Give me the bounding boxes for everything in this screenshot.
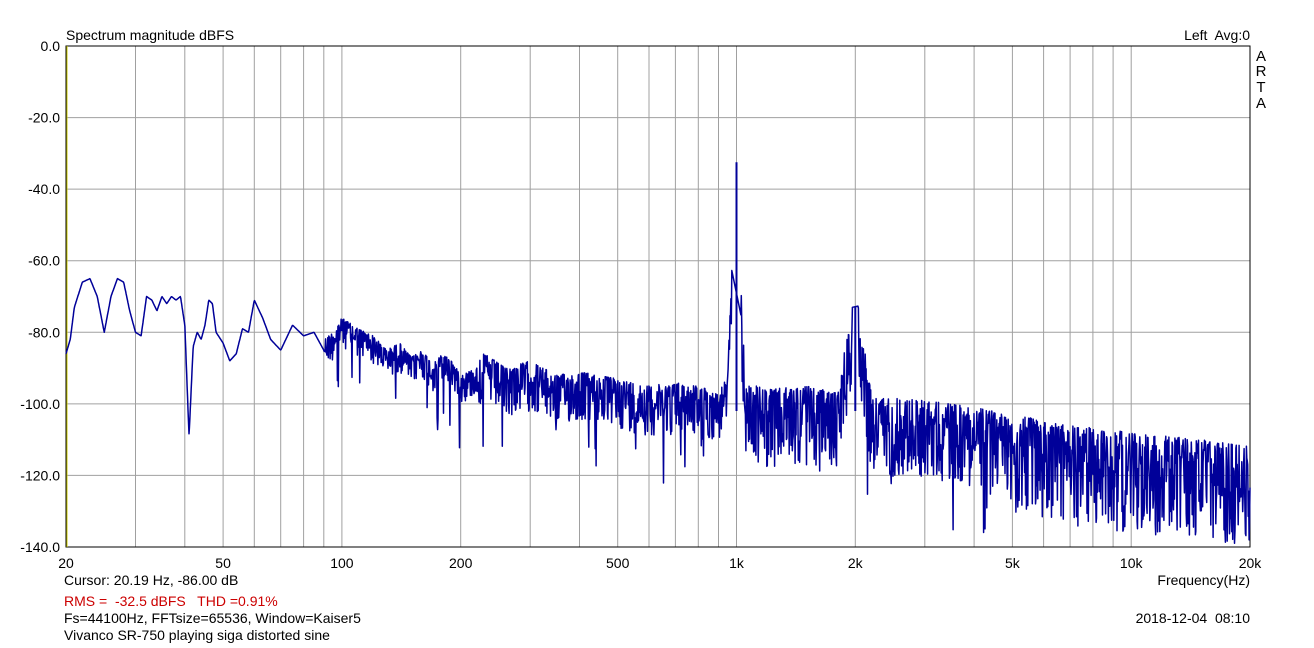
timestamp: 2018-12-04 08:10 bbox=[1136, 610, 1251, 626]
x-tick-label: 500 bbox=[606, 555, 630, 571]
x-tick-label: 1k bbox=[729, 555, 745, 571]
y-tick-labels: 0.0 -20.0 -40.0 -60.0 -80.0 -100.0 -120.0 -140.… bbox=[20, 38, 60, 555]
chart-title: Spectrum magnitude dBFS bbox=[66, 27, 234, 43]
y-tick-label: -100.0 bbox=[20, 396, 60, 412]
cursor-readout: Cursor: 20.19 Hz, -86.00 dB bbox=[64, 572, 238, 588]
x-tick-label: 200 bbox=[449, 555, 473, 571]
plot-frame bbox=[65, 45, 1251, 548]
y-tick-label: -120.0 bbox=[20, 467, 60, 483]
arta-logo: A R T A bbox=[1256, 48, 1267, 112]
y-tick-label: -140.0 bbox=[20, 539, 60, 555]
x-tick-label: 20k bbox=[1239, 555, 1263, 571]
brand-letter: R bbox=[1256, 63, 1267, 80]
x-tick-label: 10k bbox=[1120, 555, 1144, 571]
y-tick-label: -60.0 bbox=[28, 253, 60, 269]
brand-letter: A bbox=[1256, 95, 1266, 112]
x-tick-label: 50 bbox=[215, 555, 231, 571]
peak-lines bbox=[735, 162, 857, 411]
x-axis-label: Frequency(Hz) bbox=[1157, 572, 1250, 588]
x-tick-label: 5k bbox=[1005, 555, 1021, 571]
y-tick-label: 0.0 bbox=[41, 38, 61, 54]
spectrum-trace-group bbox=[65, 269, 1251, 545]
y-tick-label: -80.0 bbox=[28, 324, 60, 340]
brand-letter: A bbox=[1256, 48, 1266, 65]
brand-letter: T bbox=[1256, 79, 1265, 96]
measurement-params: Fs=44100Hz, FFTsize=65536, Window=Kaiser… bbox=[64, 610, 361, 626]
rms-thd-readout: RMS = -32.5 dBFS THD =0.91% bbox=[64, 593, 278, 609]
measurement-description: Vivanco SR-750 playing siga distorted si… bbox=[64, 627, 330, 643]
x-tick-labels: 20 50 100 200 500 1k 2k 5k 10k 20k bbox=[58, 555, 1262, 571]
spectrum-trace bbox=[65, 269, 1251, 545]
y-tick-label: -20.0 bbox=[28, 110, 60, 126]
y-tick-label: -40.0 bbox=[28, 181, 60, 197]
x-tick-label: 2k bbox=[848, 555, 864, 571]
channel-label: Left Avg:0 bbox=[1184, 27, 1250, 43]
x-tick-label: 100 bbox=[330, 555, 354, 571]
x-tick-label: 20 bbox=[58, 555, 74, 571]
